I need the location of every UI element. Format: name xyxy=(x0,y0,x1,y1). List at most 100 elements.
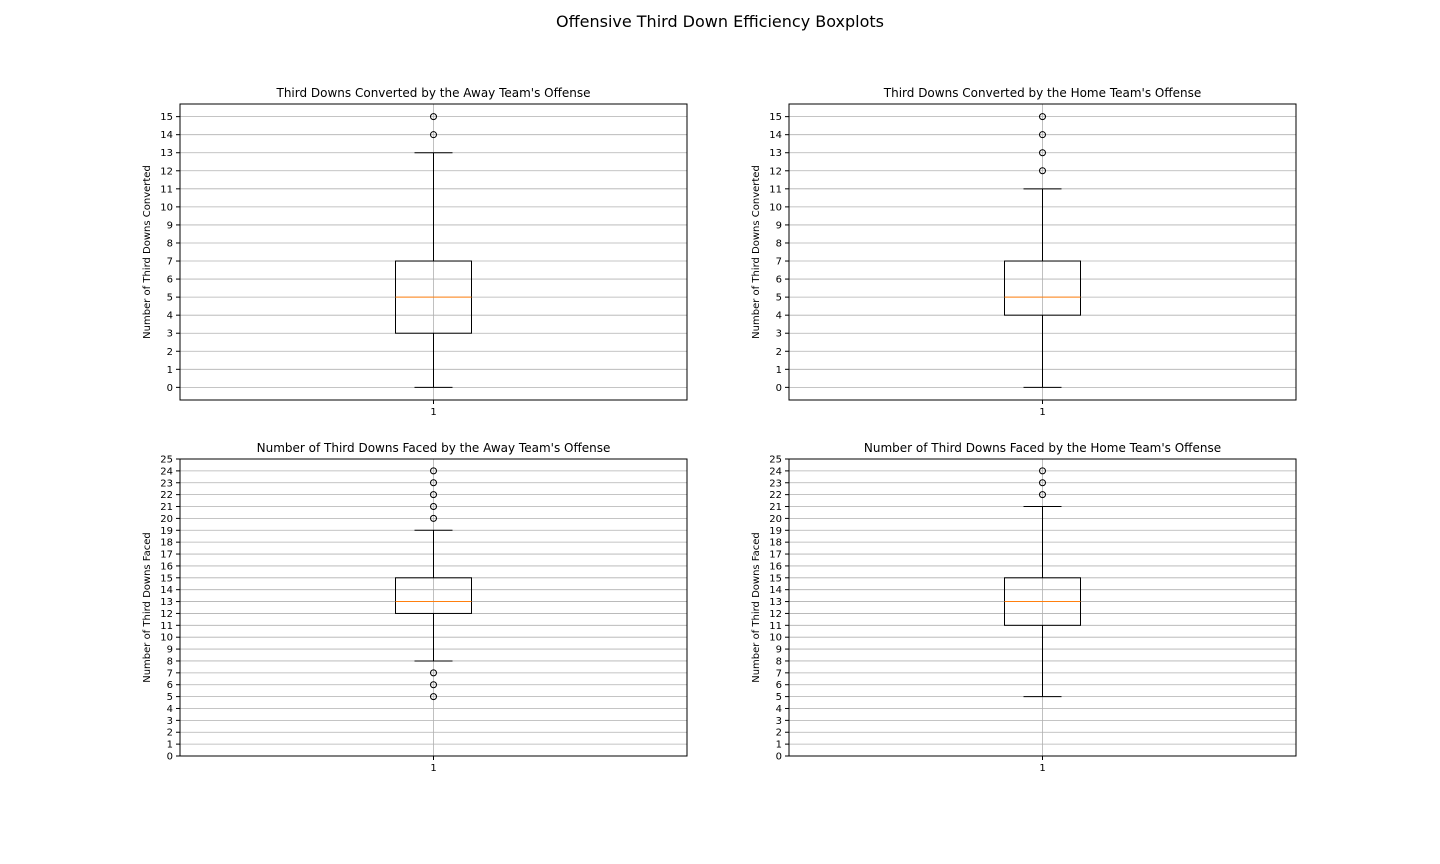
y-tick-label-1: 1 xyxy=(776,365,782,376)
iqr-box xyxy=(1004,260,1081,316)
outlier-point-14 xyxy=(1039,131,1046,139)
outlier-point-12 xyxy=(1039,167,1046,175)
y-tick-label-2: 2 xyxy=(167,728,173,739)
y-tick-label-23: 23 xyxy=(160,478,173,489)
y-tick-label-0: 0 xyxy=(167,752,173,763)
y-tick-label-10: 10 xyxy=(769,633,782,644)
y-tick-label-9: 9 xyxy=(167,645,173,656)
y-tick-label-9: 9 xyxy=(167,220,173,231)
y-tick-label-13: 13 xyxy=(160,148,173,159)
outlier-point-21 xyxy=(430,503,437,511)
y-tick-label-6: 6 xyxy=(776,275,782,286)
outlier-point-14 xyxy=(430,131,437,139)
y-tick-label-14: 14 xyxy=(769,130,782,141)
y-tick-label-6: 6 xyxy=(776,680,782,691)
y-tick-label-17: 17 xyxy=(160,550,173,561)
x-tick-label-1: 1 xyxy=(430,763,436,774)
y-tick-label-23: 23 xyxy=(769,478,782,489)
y-tick-label-2: 2 xyxy=(776,347,782,358)
y-tick-label-20: 20 xyxy=(160,514,173,525)
y-tick-label-15: 15 xyxy=(769,573,782,584)
y-tick-label-3: 3 xyxy=(776,329,782,340)
y-tick-label-11: 11 xyxy=(769,621,782,632)
y-tick-label-16: 16 xyxy=(769,561,782,572)
y-tick-label-25: 25 xyxy=(769,455,782,466)
y-tick-label-25: 25 xyxy=(160,455,173,466)
y-tick-label-12: 12 xyxy=(769,609,782,620)
subplot-4: 0123456789101112131415161718192021222324… xyxy=(751,441,1297,774)
y-tick-label-4: 4 xyxy=(776,311,782,322)
y-tick-label-5: 5 xyxy=(167,293,173,304)
y-tick-label-8: 8 xyxy=(167,238,173,249)
y-tick-label-12: 12 xyxy=(160,609,173,620)
outlier-point-24 xyxy=(430,467,437,475)
x-tick-label-1: 1 xyxy=(430,407,436,418)
outlier-point-15 xyxy=(430,113,437,121)
outlier-point-7 xyxy=(430,669,437,677)
y-tick-label-9: 9 xyxy=(776,220,782,231)
y-tick-label-15: 15 xyxy=(160,112,173,123)
subplot-title: Third Downs Converted by the Home Team's… xyxy=(883,86,1201,100)
y-tick-label-1: 1 xyxy=(167,740,173,751)
y-tick-label-14: 14 xyxy=(160,585,173,596)
y-tick-label-14: 14 xyxy=(160,130,173,141)
y-tick-label-16: 16 xyxy=(160,561,173,572)
y-tick-label-7: 7 xyxy=(167,257,173,268)
outlier-point-6 xyxy=(430,681,437,689)
y-tick-label-21: 21 xyxy=(160,502,173,513)
x-tick-label-1: 1 xyxy=(1039,763,1045,774)
subplot-title: Third Downs Converted by the Away Team's… xyxy=(275,86,590,100)
y-tick-label-4: 4 xyxy=(776,704,782,715)
y-tick-label-1: 1 xyxy=(776,740,782,751)
y-tick-label-14: 14 xyxy=(769,585,782,596)
y-tick-label-0: 0 xyxy=(776,383,782,394)
y-tick-label-7: 7 xyxy=(776,257,782,268)
iqr-box xyxy=(395,577,472,614)
figure-title: Offensive Third Down Efficiency Boxplots xyxy=(556,12,884,31)
y-tick-label-5: 5 xyxy=(167,692,173,703)
y-tick-label-13: 13 xyxy=(769,597,782,608)
y-tick-label-0: 0 xyxy=(776,752,782,763)
y-tick-label-9: 9 xyxy=(776,645,782,656)
y-tick-label-8: 8 xyxy=(776,238,782,249)
y-tick-label-8: 8 xyxy=(167,656,173,667)
y-tick-label-7: 7 xyxy=(167,668,173,679)
y-tick-label-15: 15 xyxy=(769,112,782,123)
y-tick-label-10: 10 xyxy=(160,202,173,213)
y-tick-label-2: 2 xyxy=(167,347,173,358)
outlier-point-15 xyxy=(1039,113,1046,121)
y-tick-label-3: 3 xyxy=(167,329,173,340)
y-axis-label: Number of Third Downs Faced xyxy=(142,532,153,683)
y-tick-label-17: 17 xyxy=(769,550,782,561)
y-tick-label-2: 2 xyxy=(776,728,782,739)
y-tick-label-11: 11 xyxy=(160,621,173,632)
y-tick-label-5: 5 xyxy=(776,692,782,703)
y-tick-label-8: 8 xyxy=(776,656,782,667)
outlier-point-5 xyxy=(430,693,437,701)
outlier-point-23 xyxy=(1039,479,1046,487)
outlier-point-23 xyxy=(430,479,437,487)
y-tick-label-19: 19 xyxy=(769,526,782,537)
outlier-point-22 xyxy=(430,491,437,499)
y-tick-label-22: 22 xyxy=(160,490,173,501)
y-tick-label-1: 1 xyxy=(167,365,173,376)
y-tick-label-3: 3 xyxy=(776,716,782,727)
subplot-title: Number of Third Downs Faced by the Away … xyxy=(257,441,611,455)
y-tick-label-24: 24 xyxy=(160,466,173,477)
outlier-point-24 xyxy=(1039,467,1046,475)
y-tick-label-10: 10 xyxy=(160,633,173,644)
y-tick-label-21: 21 xyxy=(769,502,782,513)
y-tick-label-11: 11 xyxy=(769,184,782,195)
y-axis-label: Number of Third Downs Faced xyxy=(751,532,762,683)
outlier-point-13 xyxy=(1039,149,1046,157)
y-tick-label-6: 6 xyxy=(167,680,173,691)
outlier-point-22 xyxy=(1039,491,1046,499)
y-tick-label-15: 15 xyxy=(160,573,173,584)
y-axis-label: Number of Third Downs Converted xyxy=(751,165,762,339)
y-tick-label-19: 19 xyxy=(160,526,173,537)
y-tick-label-6: 6 xyxy=(167,275,173,286)
y-tick-label-5: 5 xyxy=(776,293,782,304)
y-tick-label-3: 3 xyxy=(167,716,173,727)
y-tick-label-0: 0 xyxy=(167,383,173,394)
